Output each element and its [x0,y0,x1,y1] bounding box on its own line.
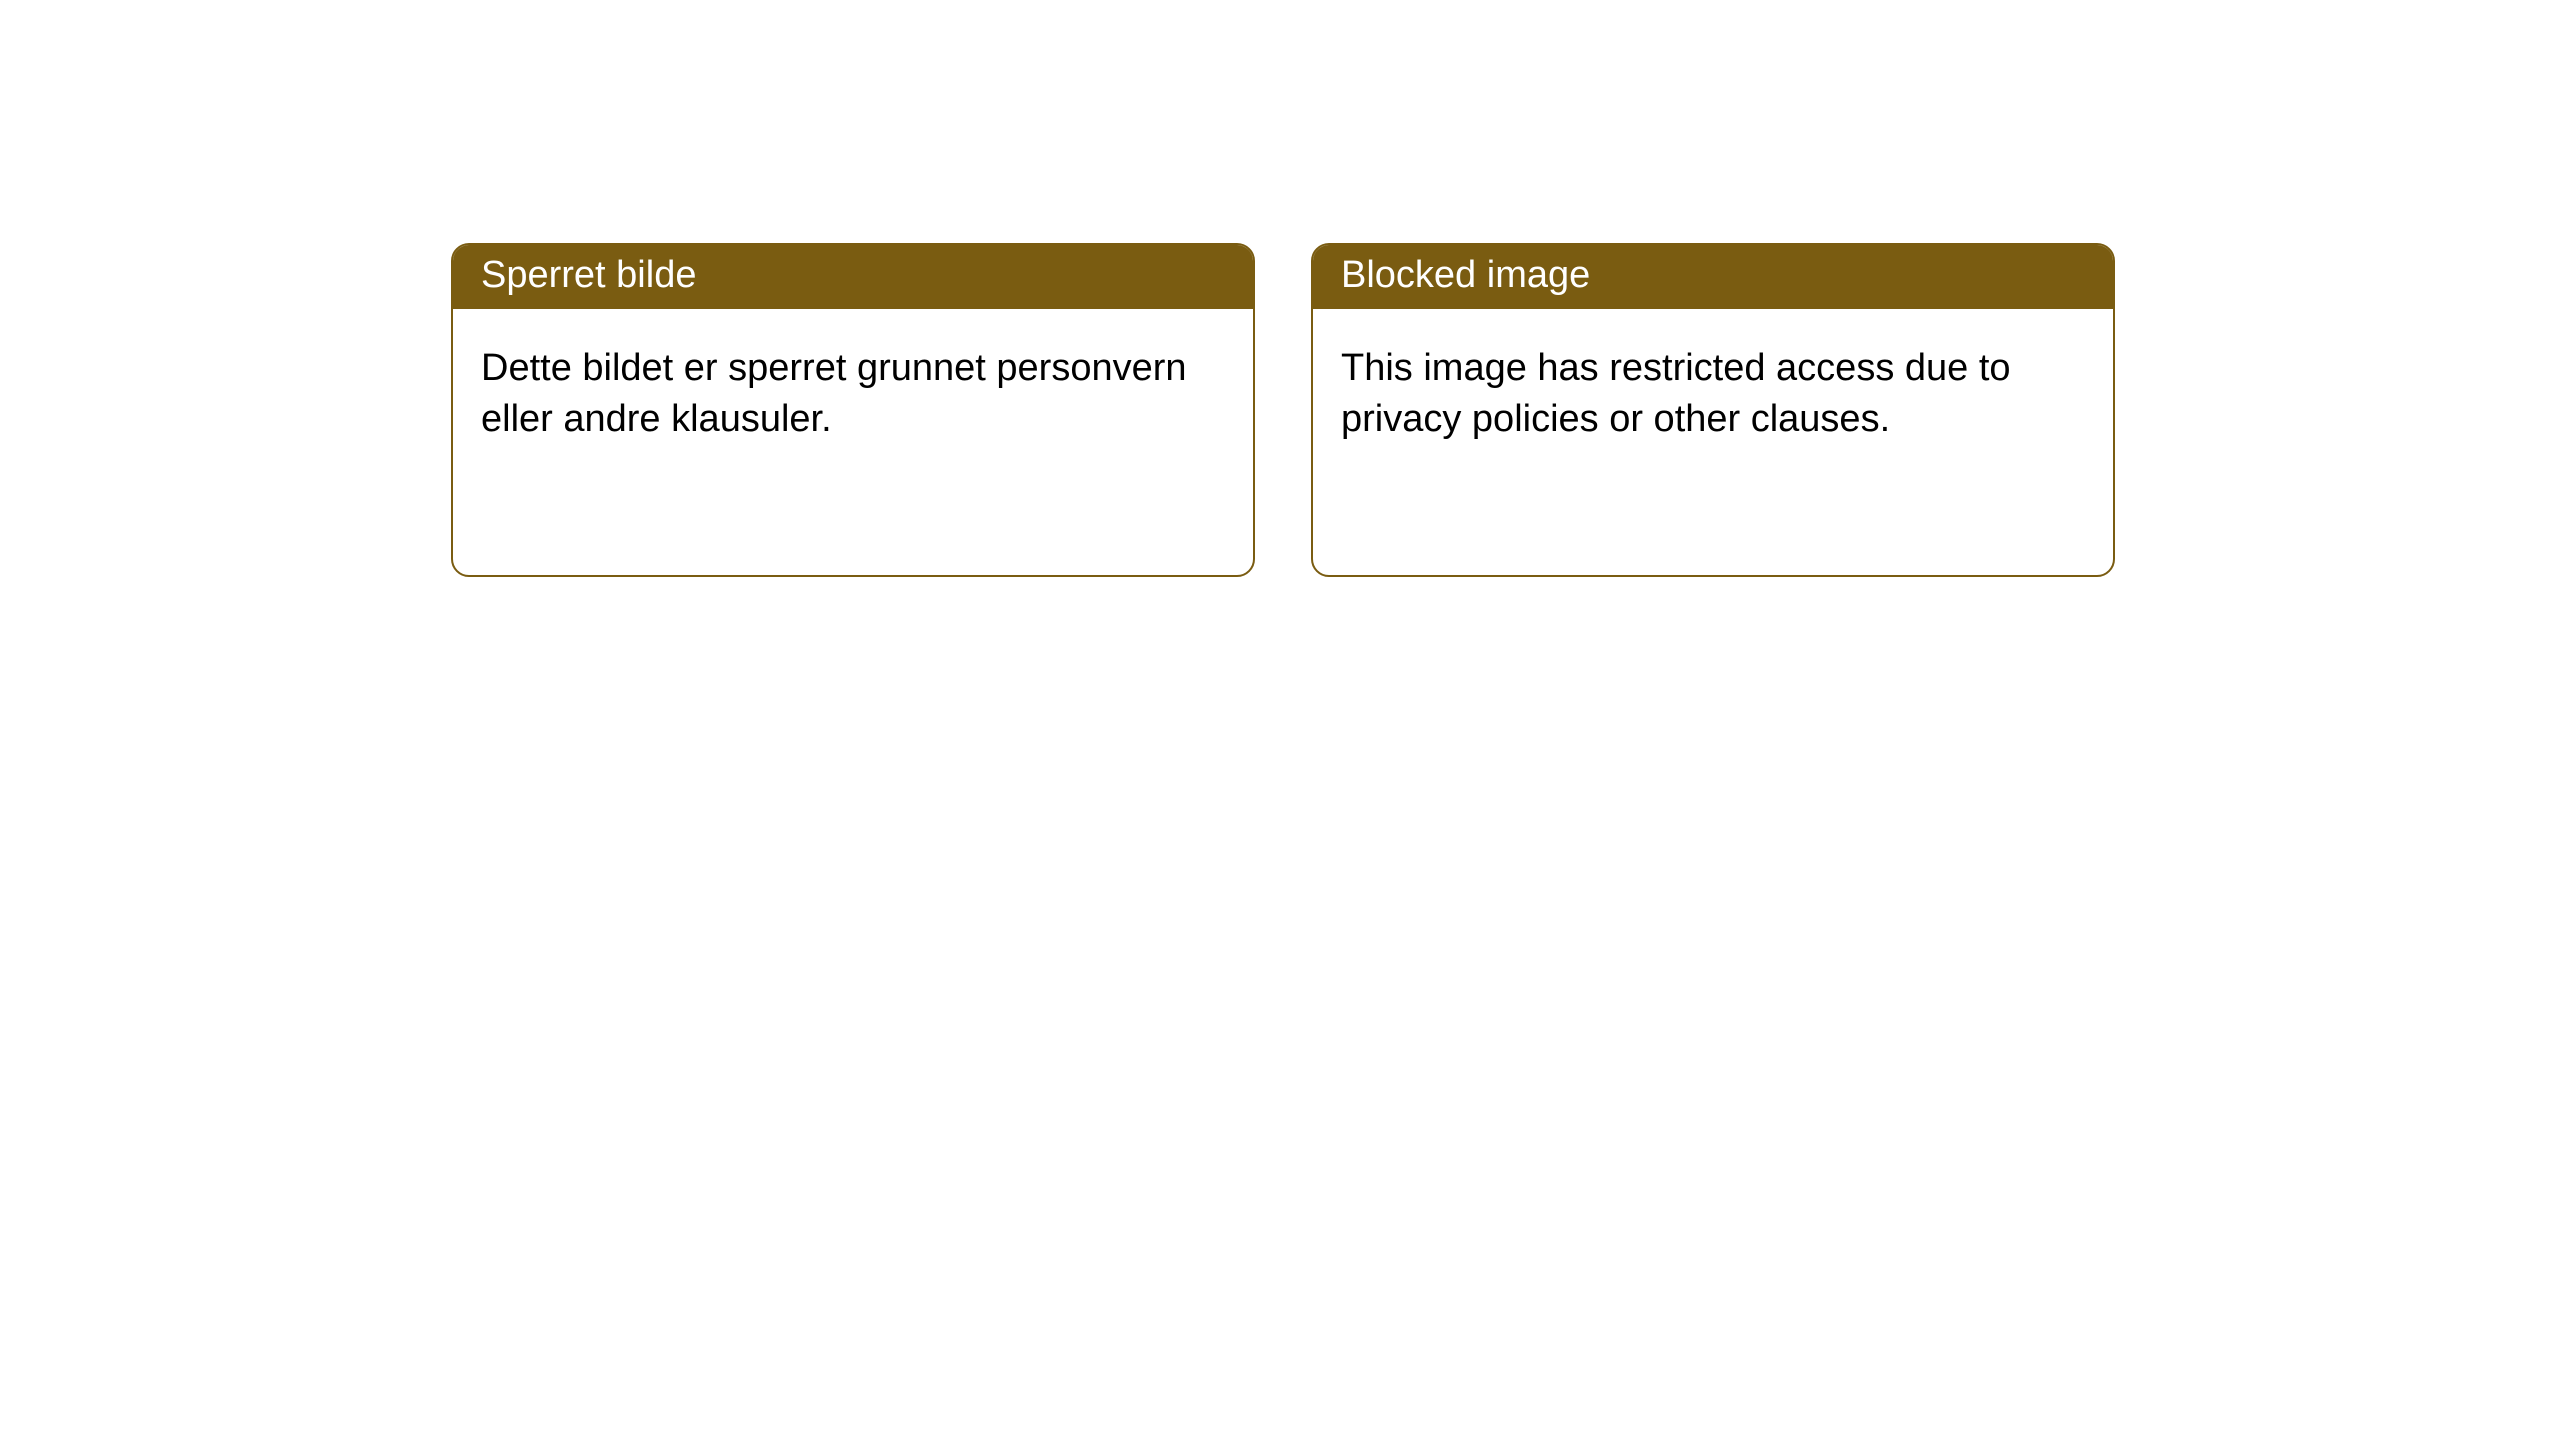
notice-card-header: Sperret bilde [453,245,1253,309]
notice-card-english: Blocked image This image has restricted … [1311,243,2115,577]
notice-card-header: Blocked image [1313,245,2113,309]
notice-container: Sperret bilde Dette bildet er sperret gr… [0,0,2560,577]
notice-card-body: Dette bildet er sperret grunnet personve… [453,309,1253,474]
notice-card-norwegian: Sperret bilde Dette bildet er sperret gr… [451,243,1255,577]
notice-card-body: This image has restricted access due to … [1313,309,2113,474]
